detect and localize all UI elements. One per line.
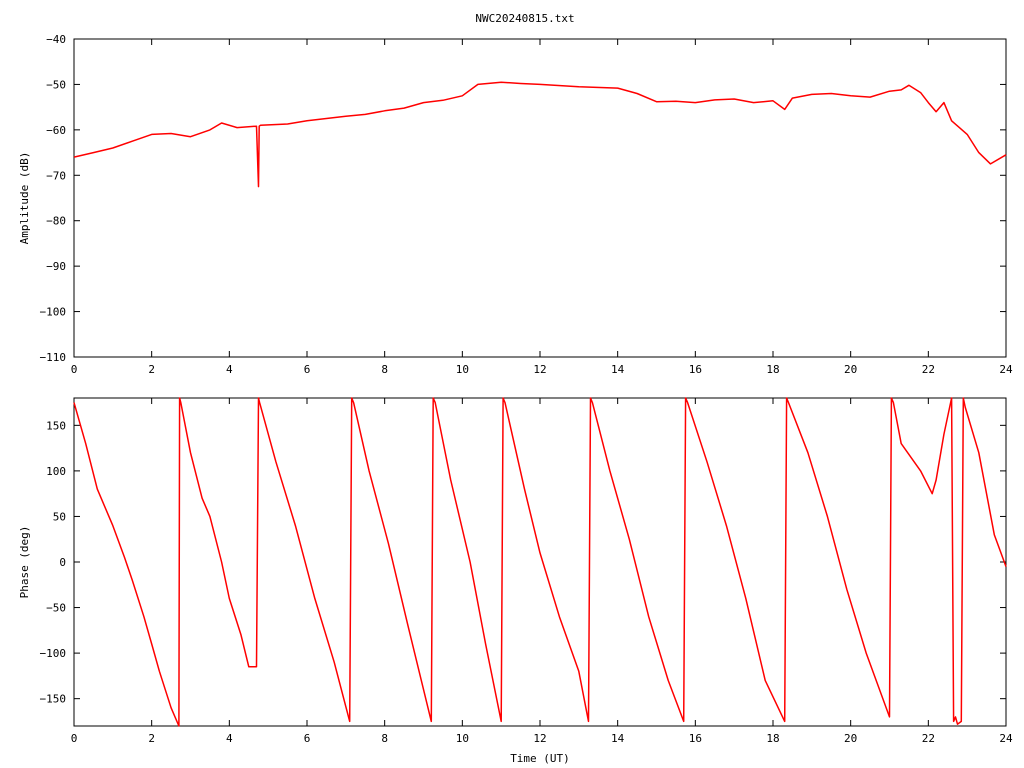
phase-y-tick-label: −50 bbox=[46, 602, 66, 615]
phase-x-tick-label: 4 bbox=[226, 732, 233, 745]
amplitude-y-axis-label: Amplitude (dB) bbox=[18, 152, 31, 245]
amplitude-x-tick-label: 12 bbox=[533, 363, 546, 376]
amplitude-x-tick-label: 18 bbox=[766, 363, 779, 376]
phase-x-tick-label: 22 bbox=[922, 732, 935, 745]
amplitude-series-line bbox=[73, 81, 1007, 188]
phase-x-tick-label: 8 bbox=[381, 732, 388, 745]
amplitude-x-tick-label: 2 bbox=[148, 363, 155, 376]
phase-y-tick-labels: −150 −100 −50 0 50 100 150 bbox=[40, 419, 67, 705]
phase-x-tick-label: 16 bbox=[689, 732, 702, 745]
amplitude-y-tick-label: −100 bbox=[40, 306, 67, 319]
amplitude-y-tick-label: −70 bbox=[46, 169, 66, 182]
phase-x-tick-label: 20 bbox=[844, 732, 857, 745]
phase-x-tick-label: 12 bbox=[533, 732, 546, 745]
amplitude-x-tick-label: 8 bbox=[381, 363, 388, 376]
amplitude-x-tick-label: 20 bbox=[844, 363, 857, 376]
amplitude-x-tick-label: 24 bbox=[999, 363, 1013, 376]
phase-x-tick-label: 10 bbox=[456, 732, 469, 745]
phase-series-line bbox=[73, 397, 1007, 727]
amplitude-ticks bbox=[73, 38, 1007, 358]
phase-y-tick-label: 50 bbox=[53, 510, 66, 523]
phase-x-tick-label: 0 bbox=[71, 732, 78, 745]
phase-y-tick-label: −100 bbox=[40, 647, 67, 660]
amplitude-y-tick-label: −40 bbox=[46, 33, 66, 46]
amplitude-panel: 0 2 4 6 8 10 12 14 16 18 20 22 24 −110−100−90−80−70−… bbox=[18, 33, 1013, 376]
phase-y-tick-label: 150 bbox=[46, 419, 66, 432]
amplitude-x-tick-labels: 0 2 4 6 8 10 12 14 16 18 20 22 24 bbox=[71, 363, 1013, 376]
phase-x-tick-label: 6 bbox=[304, 732, 311, 745]
phase-x-tick-label: 18 bbox=[766, 732, 779, 745]
amplitude-y-tick-label: −60 bbox=[46, 124, 66, 137]
phase-y-tick-label: 0 bbox=[59, 556, 66, 569]
amplitude-x-tick-label: 22 bbox=[922, 363, 935, 376]
phase-x-tick-labels: 0 2 4 6 8 10 12 14 16 18 20 22 24 bbox=[71, 732, 1013, 745]
phase-ticks bbox=[73, 398, 1007, 726]
phase-y-tick-label: 100 bbox=[46, 465, 66, 478]
amplitude-y-tick-label: −50 bbox=[46, 78, 66, 91]
chart-title: NWC20240815.txt bbox=[475, 12, 574, 25]
amplitude-x-tick-label: 14 bbox=[611, 363, 625, 376]
amplitude-x-tick-label: 0 bbox=[71, 363, 78, 376]
amplitude-x-tick-label: 10 bbox=[456, 363, 469, 376]
amplitude-plot-frame bbox=[73, 38, 1007, 358]
amplitude-y-tick-labels: −110 −100 −90 −80 −70 −60 −50 −40 bbox=[40, 33, 67, 364]
phase-y-axis-label: Phase (deg) bbox=[18, 526, 31, 599]
phase-plot-frame bbox=[73, 397, 1007, 727]
amplitude-y-tick-label: −110 bbox=[40, 351, 67, 364]
phase-x-tick-label: 24 bbox=[999, 732, 1013, 745]
amplitude-x-tick-label: 16 bbox=[689, 363, 702, 376]
phase-y-tick-label: −150 bbox=[40, 693, 67, 706]
amplitude-x-tick-label: 4 bbox=[226, 363, 233, 376]
phase-panel: 0 2 4 6 8 10 12 14 16 18 20 22 24 −150−100−500501001… bbox=[18, 397, 1013, 765]
amplitude-y-tick-label: −80 bbox=[46, 215, 66, 228]
phase-x-axis-label: Time (UT) bbox=[510, 752, 570, 765]
amplitude-y-tick-label: −90 bbox=[46, 260, 66, 273]
phase-x-tick-label: 2 bbox=[148, 732, 155, 745]
phase-x-tick-label: 14 bbox=[611, 732, 625, 745]
amplitude-x-tick-label: 6 bbox=[304, 363, 311, 376]
